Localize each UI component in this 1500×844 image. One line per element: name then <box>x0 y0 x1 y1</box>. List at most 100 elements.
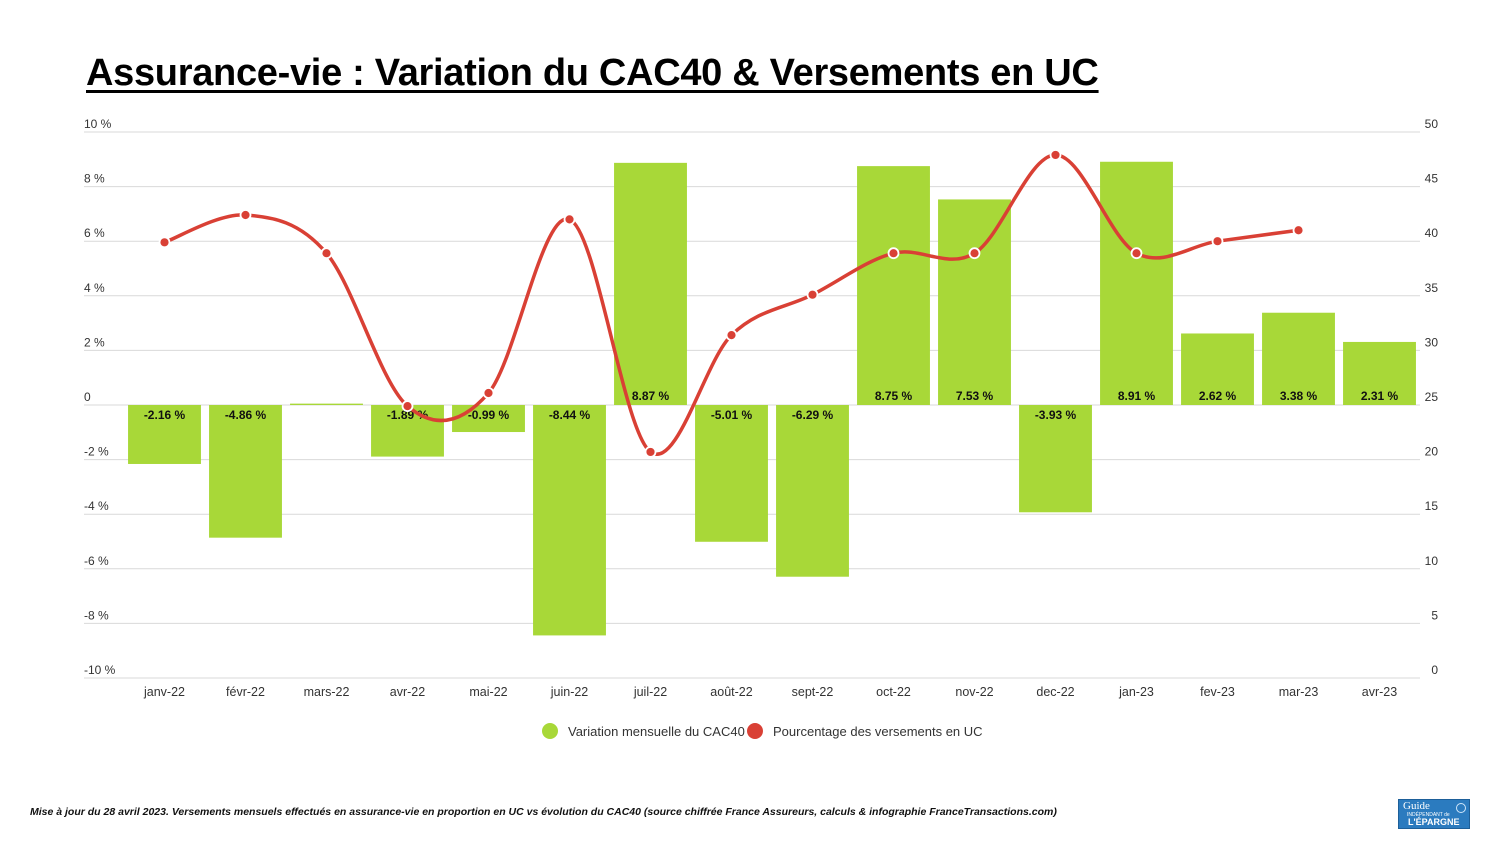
y-left-tick-label: -4 % <box>84 499 109 513</box>
bar-data-label: -1.89 % <box>387 408 429 422</box>
legend-label-line: Pourcentage des versements en UC <box>773 724 983 739</box>
x-tick-label: nov-22 <box>955 685 993 699</box>
bar <box>776 405 849 577</box>
footnote: Mise à jour du 28 avril 2023. Versements… <box>30 806 1057 818</box>
bar <box>1100 161 1173 405</box>
legend-marker-bar <box>542 723 558 739</box>
y-right-tick-label: 0 <box>1431 663 1438 677</box>
logo-badge-icon <box>1456 803 1466 813</box>
bar-data-label: 7.53 % <box>956 389 994 403</box>
bar <box>695 405 768 542</box>
bar <box>857 166 930 405</box>
bar-data-label: -6.29 % <box>792 408 834 422</box>
x-tick-label: avr-23 <box>1362 685 1397 699</box>
y-right-tick-label: 25 <box>1425 390 1439 404</box>
y-right-tick-label: 30 <box>1425 335 1439 349</box>
logo-line-2: INDÉPENDANT de <box>1407 812 1450 818</box>
bar-data-label: 2.62 % <box>1199 389 1237 403</box>
line-point <box>725 329 738 342</box>
bar-data-label: -5.01 % <box>711 408 753 422</box>
x-tick-label: oct-22 <box>876 685 911 699</box>
bar <box>1019 405 1092 513</box>
legend-marker-line <box>747 723 763 739</box>
y-left-tick-label: 8 % <box>84 172 105 186</box>
x-tick-label: avr-22 <box>390 685 425 699</box>
bar <box>533 405 606 636</box>
y-left-tick-label: -10 % <box>84 663 116 677</box>
y-right-tick-label: 5 <box>1431 608 1438 622</box>
line-point <box>158 236 171 249</box>
y-left-tick-label: 4 % <box>84 281 105 295</box>
y-left-tick-label: -6 % <box>84 554 109 568</box>
line-point <box>1049 149 1062 161</box>
grid-lines <box>84 131 1420 679</box>
line-point <box>1130 247 1143 260</box>
bar-data-label: -0.99 % <box>468 408 510 422</box>
line-point <box>806 288 819 301</box>
bar <box>209 405 282 538</box>
chart-area: -2.16 % -4.86 % -1.89 % -0.99 % -8.44 % 8.87 … <box>84 117 1438 739</box>
line-point <box>1211 235 1224 248</box>
y-left-tick-label: 0 <box>84 390 91 404</box>
bar-data-label: 8.75 % <box>875 389 913 403</box>
bar <box>452 405 525 433</box>
brand-logo[interactable]: Guide INDÉPENDANT de L'ÉPARGNE <box>1398 799 1470 829</box>
y-right-tick-label: 35 <box>1425 281 1439 295</box>
legend-label-bar: Variation mensuelle du CAC40 <box>568 724 745 739</box>
y-right-tick-label: 10 <box>1425 554 1439 568</box>
bar <box>614 162 687 405</box>
x-tick-label: sept-22 <box>792 685 834 699</box>
x-tick-label: août-22 <box>710 685 752 699</box>
chart-title: Assurance-vie : Variation du CAC40 & Ver… <box>86 52 1099 94</box>
logo-line-3: L'ÉPARGNE <box>1408 817 1460 827</box>
line-point <box>401 400 414 412</box>
axis-labels: 10 %8 %6 %4 %2 %0-2 %-4 %-6 %-8 %-10 %50… <box>84 117 1438 699</box>
bar <box>290 403 363 405</box>
bar-data-label: 3.38 % <box>1280 389 1318 403</box>
y-left-tick-label: -2 % <box>84 445 109 459</box>
x-tick-label: fev-23 <box>1200 685 1235 699</box>
x-tick-label: jan-23 <box>1118 685 1154 699</box>
x-tick-label: dec-22 <box>1036 685 1074 699</box>
x-tick-label: juil-22 <box>633 685 667 699</box>
y-left-tick-label: 2 % <box>84 335 105 349</box>
bar-data-label: -8.44 % <box>549 408 591 422</box>
series-line <box>162 153 1301 456</box>
y-left-tick-label: 6 % <box>84 226 105 240</box>
bar-data-label: -3.93 % <box>1035 408 1077 422</box>
bar <box>371 405 444 457</box>
y-left-tick-label: 10 % <box>84 117 112 131</box>
bar-data-label: 8.91 % <box>1118 389 1156 403</box>
x-tick-label: févr-22 <box>226 685 265 699</box>
line-point <box>320 247 333 260</box>
bar <box>1262 312 1335 405</box>
y-right-tick-label: 40 <box>1425 226 1439 240</box>
y-right-tick-label: 50 <box>1425 117 1439 131</box>
line-point <box>887 247 900 260</box>
line-point <box>482 387 495 399</box>
x-tick-label: mai-22 <box>469 685 507 699</box>
x-tick-label: mar-23 <box>1279 685 1319 699</box>
line-point <box>563 213 576 226</box>
line-point <box>239 209 252 221</box>
y-right-tick-label: 20 <box>1425 445 1439 459</box>
y-left-tick-label: -8 % <box>84 608 109 622</box>
bar-data-label: 8.87 % <box>632 389 670 403</box>
bar-data-label: -4.86 % <box>225 408 267 422</box>
line-point <box>644 446 657 458</box>
bar <box>128 405 201 464</box>
bar-data-label: 2.31 % <box>1361 389 1399 403</box>
x-tick-label: janv-22 <box>143 685 185 699</box>
logo-line-1: Guide <box>1403 800 1430 812</box>
legend: Variation mensuelle du CAC40 Pourcentage … <box>542 723 983 739</box>
x-tick-label: juin-22 <box>550 685 589 699</box>
line-point <box>1292 224 1305 237</box>
bar-data-label: -2.16 % <box>144 408 186 422</box>
y-right-tick-label: 15 <box>1425 499 1439 513</box>
y-right-tick-label: 45 <box>1425 172 1439 186</box>
line-point <box>968 247 981 260</box>
x-tick-label: mars-22 <box>304 685 350 699</box>
bar-data-labels: -2.16 % -4.86 % -1.89 % -0.99 % -8.44 % 8.87 … <box>144 389 1399 422</box>
bar-series <box>128 161 1416 636</box>
bar <box>938 199 1011 405</box>
